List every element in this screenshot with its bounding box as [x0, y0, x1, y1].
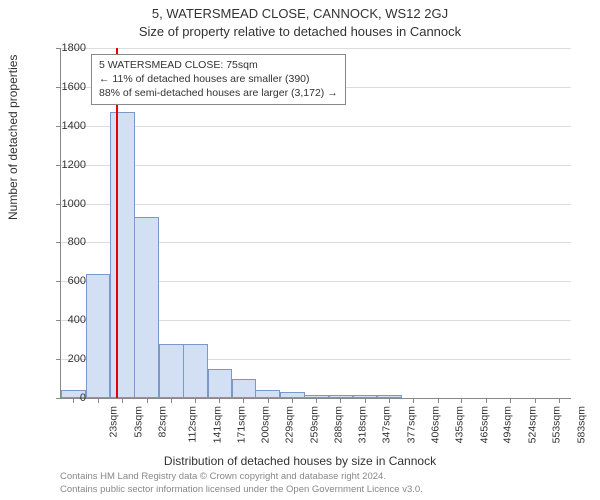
ytick-label: 1800	[46, 42, 86, 54]
xtick-label: 406sqm	[429, 406, 441, 443]
xtick-mark	[510, 398, 511, 403]
xtick-mark	[268, 398, 269, 403]
footer-line2: Contains public sector information licen…	[60, 484, 423, 496]
xtick-label: 318sqm	[357, 406, 369, 443]
chart-container: 5, WATERSMEAD CLOSE, CANNOCK, WS12 2GJ S…	[0, 0, 600, 500]
x-axis-label: Distribution of detached houses by size …	[0, 454, 600, 468]
xtick-label: 583sqm	[575, 406, 587, 443]
histogram-bar	[208, 369, 233, 398]
xtick-mark	[171, 398, 172, 403]
xtick-mark	[535, 398, 536, 403]
chart-title-address: 5, WATERSMEAD CLOSE, CANNOCK, WS12 2GJ	[0, 6, 600, 21]
histogram-bar	[159, 344, 184, 398]
annotation-box: 5 WATERSMEAD CLOSE: 75sqm← 11% of detach…	[91, 54, 346, 105]
xtick-mark	[559, 398, 560, 403]
gridline	[61, 204, 571, 205]
xtick-label: 112sqm	[186, 406, 198, 443]
xtick-mark	[413, 398, 414, 403]
histogram-bar	[232, 379, 257, 398]
xtick-mark	[438, 398, 439, 403]
annotation-line: 88% of semi-detached houses are larger (…	[99, 86, 338, 100]
gridline	[61, 126, 571, 127]
xtick-mark	[243, 398, 244, 403]
footer-attribution: Contains HM Land Registry data © Crown c…	[60, 471, 423, 496]
ytick-label: 600	[46, 275, 86, 287]
xtick-mark	[340, 398, 341, 403]
histogram-bar	[255, 390, 280, 398]
ytick-label: 1600	[46, 81, 86, 93]
ytick-label: 1400	[46, 120, 86, 132]
xtick-label: 288sqm	[332, 406, 344, 443]
footer-line1: Contains HM Land Registry data © Crown c…	[60, 471, 423, 483]
xtick-label: 229sqm	[283, 406, 295, 443]
xtick-mark	[486, 398, 487, 403]
xtick-mark	[292, 398, 293, 403]
xtick-mark	[389, 398, 390, 403]
y-axis-label: Number of detached properties	[6, 55, 20, 220]
annotation-line: ← 11% of detached houses are smaller (39…	[99, 72, 338, 86]
gridline	[61, 48, 571, 49]
ytick-label: 800	[46, 236, 86, 248]
gridline	[61, 165, 571, 166]
chart-subtitle: Size of property relative to detached ho…	[0, 24, 600, 39]
xtick-mark	[195, 398, 196, 403]
xtick-mark	[461, 398, 462, 403]
xtick-label: 82sqm	[156, 406, 168, 438]
xtick-mark	[122, 398, 123, 403]
xtick-mark	[316, 398, 317, 403]
xtick-label: 259sqm	[308, 406, 320, 443]
histogram-bar	[110, 112, 135, 398]
xtick-label: 435sqm	[453, 406, 465, 443]
ytick-label: 400	[46, 314, 86, 326]
ytick-label: 200	[46, 353, 86, 365]
histogram-bar	[183, 344, 208, 398]
ytick-label: 0	[46, 392, 86, 404]
xtick-label: 23sqm	[108, 406, 120, 438]
xtick-label: 141sqm	[211, 406, 223, 443]
xtick-label: 347sqm	[381, 406, 393, 443]
xtick-mark	[147, 398, 148, 403]
xtick-mark	[98, 398, 99, 403]
xtick-label: 524sqm	[526, 406, 538, 443]
ytick-label: 1200	[46, 159, 86, 171]
xtick-label: 53sqm	[133, 406, 145, 438]
histogram-bar	[134, 217, 159, 398]
xtick-label: 200sqm	[260, 406, 272, 443]
ytick-label: 1000	[46, 198, 86, 210]
xtick-label: 553sqm	[550, 406, 562, 443]
xtick-mark	[219, 398, 220, 403]
histogram-bar	[86, 274, 111, 398]
xtick-label: 171sqm	[236, 406, 248, 443]
xtick-label: 494sqm	[502, 406, 514, 443]
xtick-mark	[365, 398, 366, 403]
xtick-label: 377sqm	[405, 406, 417, 443]
annotation-line: 5 WATERSMEAD CLOSE: 75sqm	[99, 58, 338, 72]
xtick-label: 465sqm	[478, 406, 490, 443]
